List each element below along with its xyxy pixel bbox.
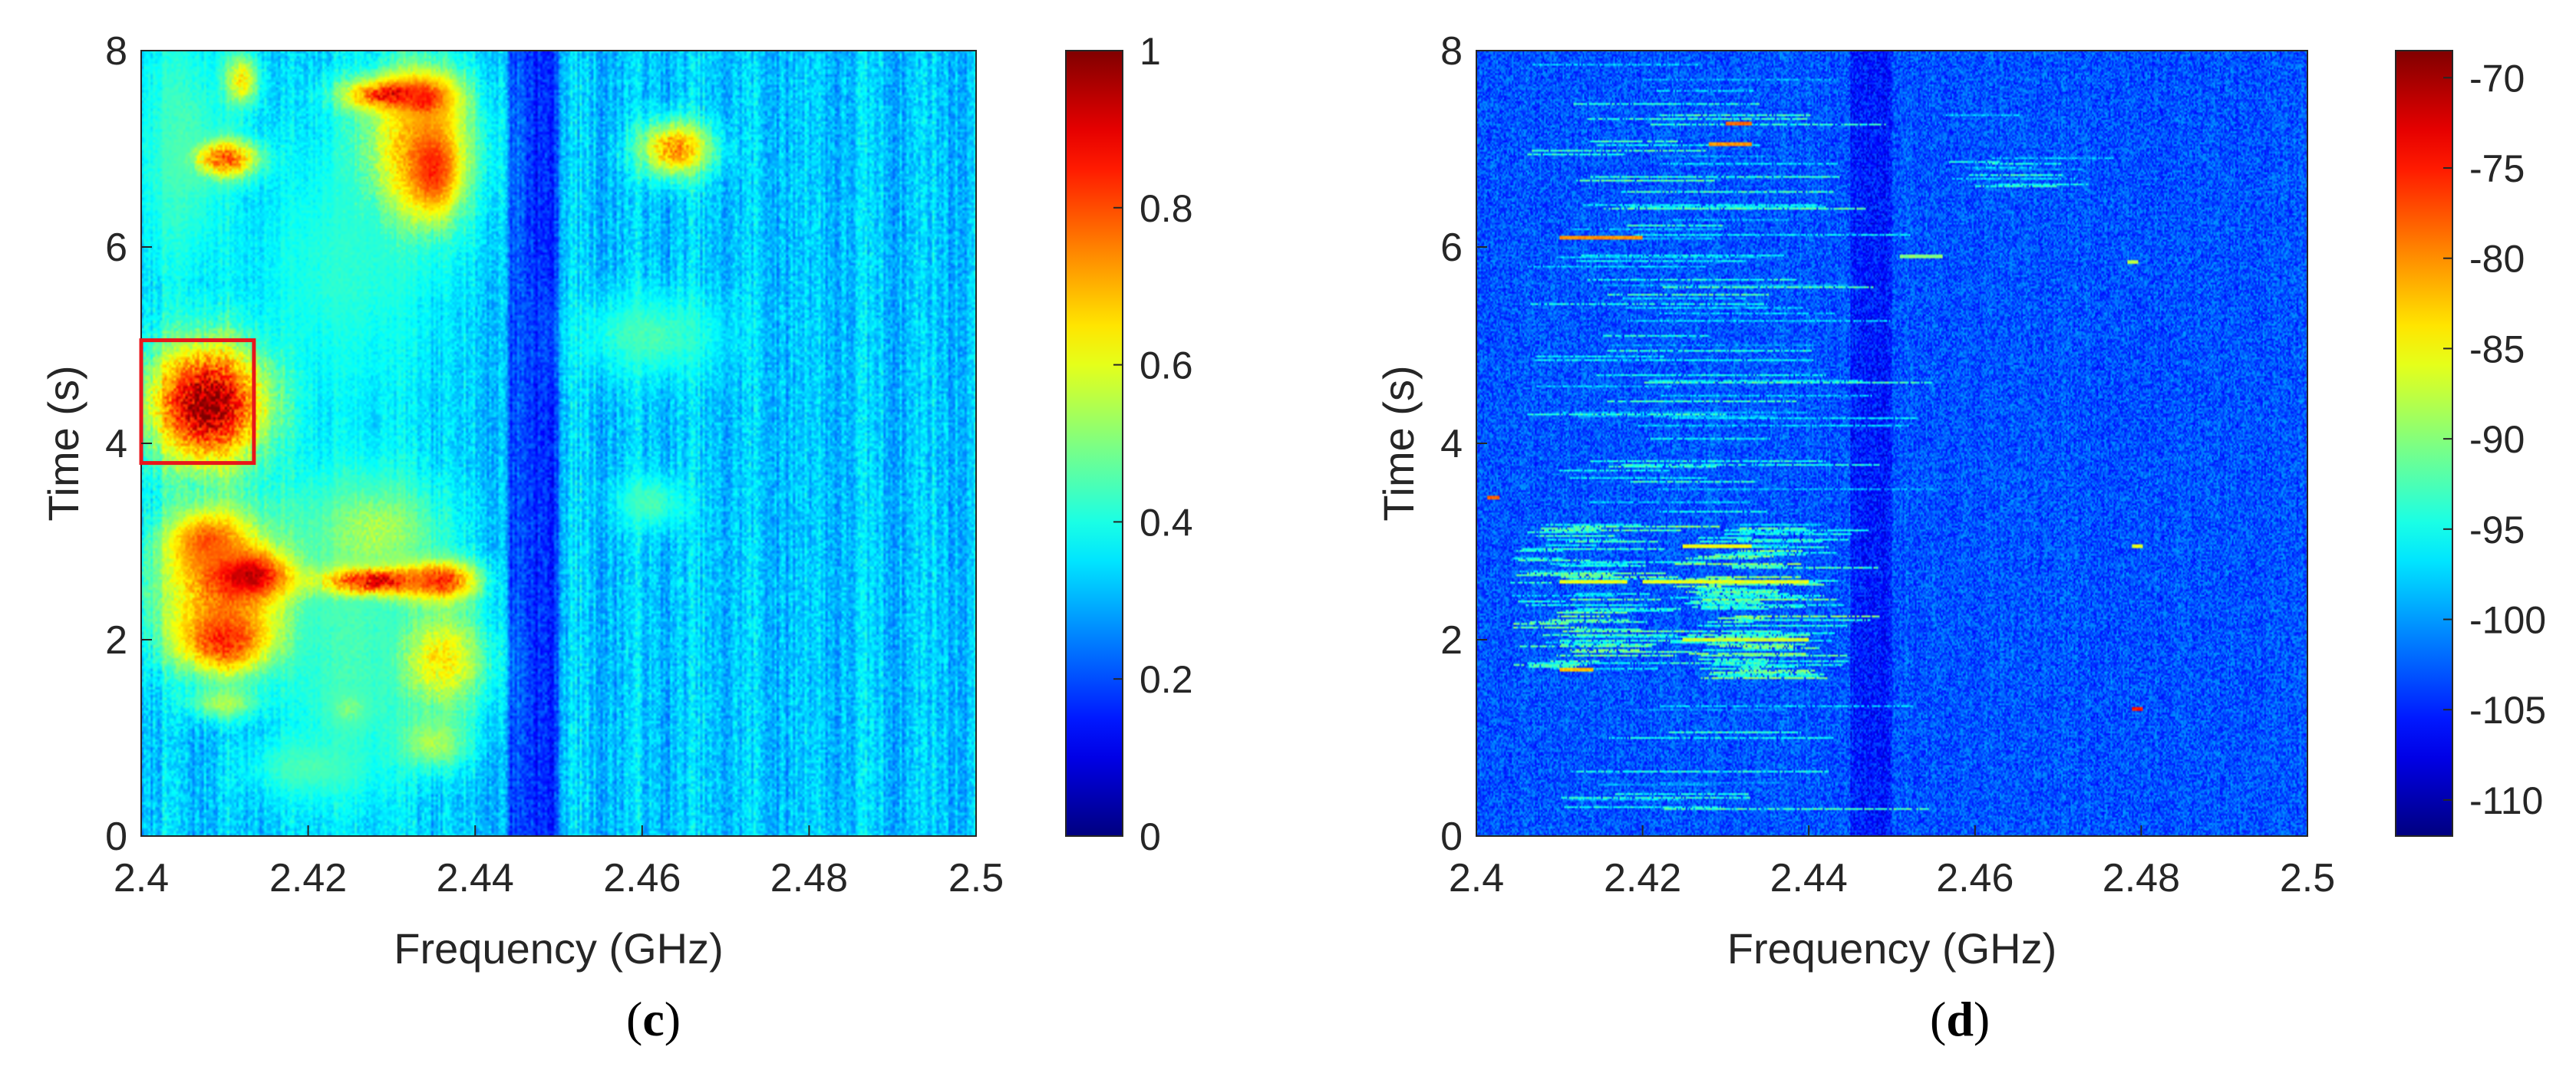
x-tick-label: 2.5: [2280, 856, 2335, 900]
colorbar-tick-label: -85: [2469, 328, 2525, 370]
x-tick-label: 2.42: [1604, 856, 1681, 900]
colorbar-tick-label: 1: [1140, 30, 1161, 73]
colorbar-tick-label: -80: [2469, 238, 2525, 281]
y-tick-label: 6: [105, 226, 127, 270]
colorbar-tick-label: -90: [2469, 418, 2525, 461]
colorbar-tick-label: -110: [2469, 779, 2543, 822]
spectrogram-d-chart: 2.4 2.42 2.44 2.46 2.48 2.5 0 2 4 6 8 Frequency (GH…: [1374, 29, 2546, 973]
x-axis-label: Frequency (GHz): [394, 924, 723, 973]
x-tick-label: 2.46: [1936, 856, 2014, 900]
caption-d-letter: d: [1946, 992, 1974, 1046]
y-axis-label: Time (s): [1374, 365, 1423, 521]
y-tick-label: 4: [105, 422, 127, 466]
x-tick-label: 2.48: [2103, 856, 2180, 900]
y-tick-label: 6: [1440, 226, 1463, 270]
colorbar-tick-label: 0.6: [1140, 344, 1193, 387]
colorbar: [1065, 50, 1123, 837]
x-tick-label: 2.4: [114, 856, 169, 900]
colorbar-tick-label: -95: [2469, 509, 2525, 551]
colorbar-tick-label: 0: [1140, 815, 1161, 858]
panel-c: 2.4 2.42 2.44 2.46 2.48 2.5 0 2 4 6 8 Frequency (GH…: [0, 0, 1251, 1070]
y-tick-label: 2: [1440, 618, 1463, 663]
y-tick-label: 0: [105, 815, 127, 859]
x-tick-label: 2.42: [269, 856, 347, 900]
y-tick-label: 8: [1440, 29, 1463, 74]
panel-d: 2.4 2.42 2.44 2.46 2.48 2.5 0 2 4 6 8 Frequency (GH…: [1331, 0, 2576, 1070]
colorbar-tick-label: 0.4: [1140, 501, 1193, 544]
y-tick-label: 4: [1440, 422, 1463, 466]
colorbar-tick-label: -75: [2469, 147, 2525, 190]
y-axis-label: Time (s): [39, 365, 87, 521]
colorbar-tick-label: -105: [2469, 689, 2546, 732]
caption-d: (d): [1930, 992, 1991, 1046]
x-tick-label: 2.5: [948, 856, 1004, 900]
x-tick-label: 2.44: [1770, 856, 1848, 900]
x-tick-label: 2.44: [437, 856, 514, 900]
heatmap-image: [1476, 51, 2307, 836]
colorbar-tick-label: -70: [2469, 57, 2525, 100]
y-tick-label: 8: [105, 29, 127, 74]
x-axis-label: Frequency (GHz): [1727, 924, 2057, 973]
colorbar-tick-label: 0.8: [1140, 187, 1193, 230]
colorbar: [2395, 50, 2453, 837]
spectrogram-c-chart: 2.4 2.42 2.44 2.46 2.48 2.5 0 2 4 6 8 Frequency (GH…: [39, 29, 1193, 973]
caption-c-letter: c: [642, 992, 665, 1046]
x-tick-label: 2.4: [1449, 856, 1504, 900]
colorbar-tick-label: -100: [2469, 599, 2546, 642]
y-tick-label: 2: [105, 618, 127, 663]
heatmap-image: [141, 51, 976, 836]
caption-c: (c): [626, 992, 681, 1046]
annotation-box: [139, 338, 256, 466]
x-tick-label: 2.48: [770, 856, 848, 900]
y-tick-label: 0: [1440, 815, 1463, 859]
colorbar-tick-label: 0.2: [1140, 658, 1193, 701]
x-tick-label: 2.46: [603, 856, 681, 900]
